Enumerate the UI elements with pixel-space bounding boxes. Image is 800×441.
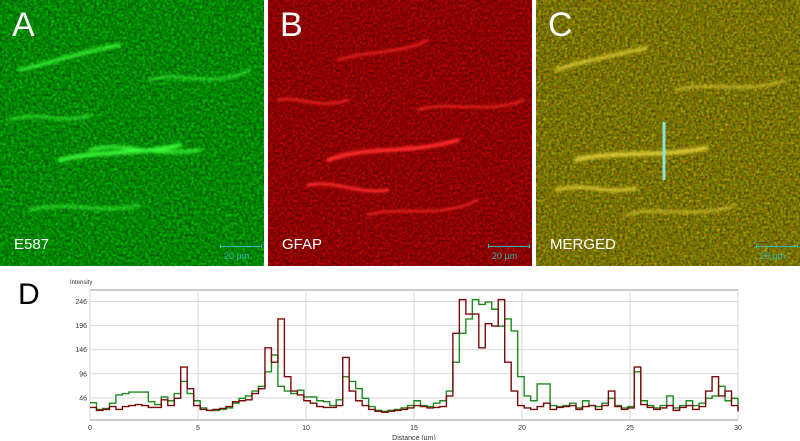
micrograph-texture (268, 0, 532, 266)
scale-bar (488, 244, 530, 248)
micrograph-panel-gfap: B GFAP 20 µm (268, 0, 532, 266)
micrograph-b-image (268, 0, 532, 266)
x-tick-label: 20 (518, 425, 526, 432)
x-tick-label: 10 (302, 425, 310, 432)
x-tick-label: 0 (88, 425, 92, 432)
micrograph-c-image (536, 0, 800, 266)
scale-bar (756, 244, 798, 248)
x-tick-label: 5 (196, 425, 200, 432)
scale-bar-label: 20 µm (224, 251, 250, 261)
y-axis-label: Intensity (70, 280, 92, 286)
series-line-2 (90, 298, 739, 413)
scale-bar (220, 244, 262, 248)
panel-caption: MERGED (550, 236, 616, 253)
panel-letter-d: D (18, 278, 40, 311)
fiber-structures (9, 43, 251, 211)
x-tick-label: 25 (626, 425, 634, 432)
scale-bar-label: 20 µm (760, 251, 786, 261)
scale-bar-label: 20 µm (492, 251, 518, 261)
panel-caption: E587 (14, 236, 50, 253)
micrograph-panel-e587: A E587 20 µm (0, 0, 264, 266)
panel-letter: B (280, 6, 303, 44)
y-tick-label: 96 (79, 371, 87, 378)
panel-letter: A (12, 6, 35, 44)
fiber-structures (277, 39, 524, 216)
micrograph-a-image (0, 0, 264, 266)
micrograph-panel-merged: C MERGED 20 µm (536, 0, 800, 266)
y-tick-label: 196 (75, 323, 87, 330)
x-axis-label: Distance (µm) (392, 435, 436, 440)
y-tick-label: 46 (79, 395, 87, 402)
micrograph-texture (0, 0, 264, 266)
fiber-structures (554, 46, 787, 216)
panel-caption: GFAP (282, 236, 323, 253)
panel-letter: C (548, 6, 573, 44)
y-tick-label: 246 (75, 299, 87, 306)
x-tick-label: 30 (734, 425, 742, 432)
micrograph-texture (536, 0, 800, 266)
x-tick-label: 15 (410, 425, 418, 432)
intensity-profile-chart: 0 5 10 15 20 25 30 46 96 146 196 246 Intensity Distan… (70, 280, 742, 440)
y-tick-label: 146 (75, 347, 87, 354)
